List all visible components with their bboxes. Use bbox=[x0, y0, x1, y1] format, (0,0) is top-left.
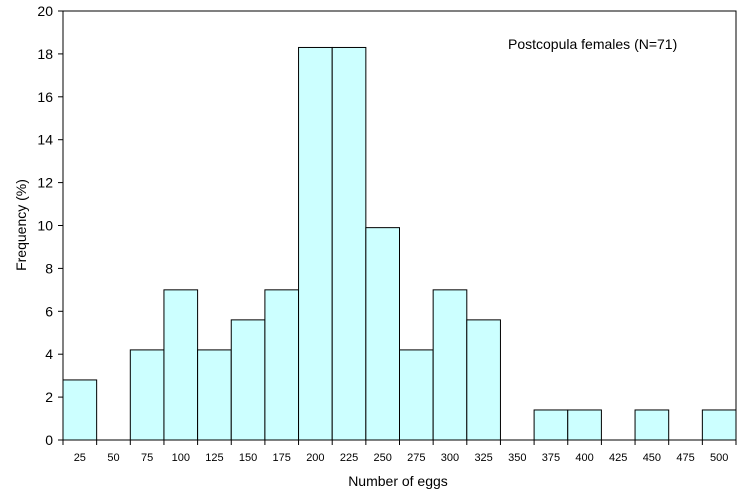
y-tick-label: 6 bbox=[45, 303, 53, 319]
x-tick-label: 150 bbox=[239, 452, 257, 464]
x-tick-label: 75 bbox=[141, 452, 153, 464]
x-tick-label: 400 bbox=[575, 452, 593, 464]
y-tick-label: 18 bbox=[37, 46, 53, 62]
bar-175 bbox=[264, 289, 300, 441]
bar-250 bbox=[365, 227, 401, 441]
bar-100 bbox=[163, 289, 199, 441]
x-tick-label: 25 bbox=[74, 452, 86, 464]
bar-75 bbox=[129, 349, 165, 441]
plot-frame bbox=[62, 10, 737, 441]
x-tick-label: 225 bbox=[340, 452, 358, 464]
bar-200 bbox=[298, 46, 333, 441]
x-tick-label: 50 bbox=[107, 452, 119, 464]
y-tick-label: 4 bbox=[45, 346, 53, 362]
y-tick-label: 10 bbox=[37, 218, 53, 234]
x-tick-label: 200 bbox=[306, 452, 324, 464]
y-tick-label: 20 bbox=[37, 3, 53, 19]
y-tick-label: 0 bbox=[45, 432, 53, 448]
bar-25 bbox=[62, 379, 98, 441]
bars bbox=[62, 46, 737, 441]
bar-300 bbox=[432, 289, 468, 441]
y-tick-label: 2 bbox=[45, 389, 53, 405]
bar-450 bbox=[634, 409, 670, 441]
x-tick-label: 125 bbox=[205, 452, 223, 464]
y-axis-ticks: 0 2 4 6 8 10 12 14 16 18 20 bbox=[37, 3, 63, 448]
x-tick-label: 350 bbox=[508, 452, 526, 464]
x-axis-label: Number of eggs bbox=[348, 473, 448, 489]
x-tick-label: 325 bbox=[474, 452, 492, 464]
bar-225 bbox=[331, 46, 367, 441]
x-tick-label: 300 bbox=[441, 452, 459, 464]
y-tick-label: 12 bbox=[37, 175, 53, 191]
bar-500 bbox=[701, 409, 737, 441]
x-tick-label: 375 bbox=[542, 452, 560, 464]
bar-125 bbox=[197, 349, 232, 441]
y-tick-label: 14 bbox=[37, 132, 53, 148]
bar-375 bbox=[533, 409, 569, 441]
x-tick-label: 475 bbox=[676, 452, 694, 464]
bar-400 bbox=[567, 409, 602, 441]
bar-150 bbox=[230, 319, 266, 441]
x-tick-label: 450 bbox=[643, 452, 661, 464]
x-tick-label: 500 bbox=[710, 452, 728, 464]
x-tick-label: 275 bbox=[407, 452, 425, 464]
x-axis-ticks: 25 50 75 100 125 150 175 200 225 250 275 300 325 350 3… bbox=[62, 440, 737, 464]
annotation-text: Postcopula females (N=71) bbox=[508, 36, 677, 52]
bar-325 bbox=[466, 319, 501, 441]
bar-275 bbox=[399, 349, 434, 441]
x-tick-label: 175 bbox=[273, 452, 291, 464]
y-tick-label: 16 bbox=[37, 89, 53, 105]
y-axis-label: Frequency (%) bbox=[13, 179, 29, 271]
y-tick-label: 8 bbox=[45, 260, 53, 276]
x-tick-label: 425 bbox=[609, 452, 627, 464]
x-tick-label: 250 bbox=[373, 452, 391, 464]
x-tick-label: 100 bbox=[172, 452, 190, 464]
